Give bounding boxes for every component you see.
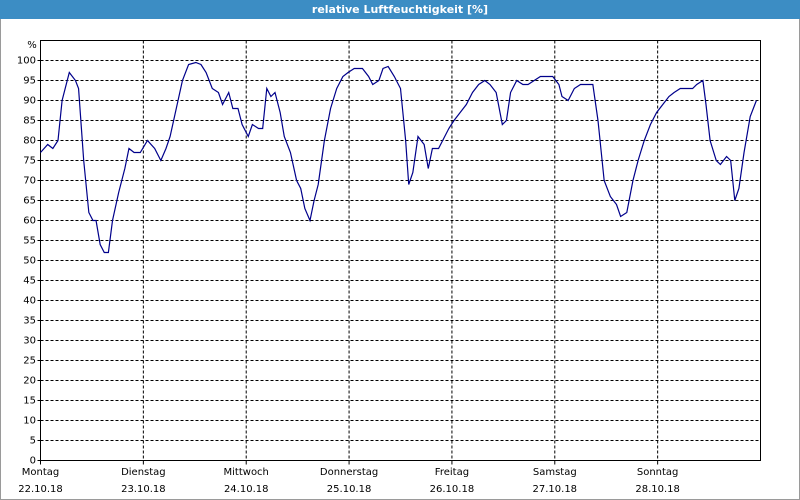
x-tick-label: Samstag <box>533 467 577 478</box>
x-tick-label: 26.10.18 <box>430 484 475 495</box>
y-tick-label: 65 <box>23 196 36 207</box>
y-tick-label: 5 <box>30 436 36 447</box>
x-tick-label: Donnerstag <box>320 467 378 478</box>
y-tick-label: 0 <box>30 456 36 467</box>
y-tick-label: 40 <box>23 296 36 307</box>
y-tick-label: 25 <box>23 356 36 367</box>
y-tick-label: 15 <box>23 396 36 407</box>
y-tick-label: 95 <box>23 76 36 87</box>
y-tick-label: 30 <box>23 336 36 347</box>
title-bar <box>0 0 800 19</box>
y-tick-label: 85 <box>23 116 36 127</box>
y-tick-label: 20 <box>23 376 36 387</box>
y-tick-label: 55 <box>23 236 36 247</box>
data-line <box>40 61 757 254</box>
y-tick-label: 90 <box>23 96 36 107</box>
y-unit-label: % <box>27 40 37 51</box>
y-tick-label: 10 <box>23 416 36 427</box>
x-tick-label: Montag <box>22 467 59 478</box>
y-tick-label: 60 <box>23 216 36 227</box>
y-tick-label: 100 <box>17 56 36 67</box>
x-tick-label: 24.10.18 <box>224 484 269 495</box>
x-tick-label: 22.10.18 <box>18 484 63 495</box>
y-tick-label: 50 <box>23 256 36 267</box>
plot-area <box>40 40 761 461</box>
x-tick-label: 25.10.18 <box>327 484 372 495</box>
x-tick-label: 27.10.18 <box>533 484 578 495</box>
x-tick-label: Freitag <box>435 467 469 478</box>
x-tick-label: 23.10.18 <box>121 484 166 495</box>
y-tick-label: 80 <box>23 136 36 147</box>
y-tick-label: 35 <box>23 316 36 327</box>
x-tick-label: Mittwoch <box>224 467 269 478</box>
x-tick-label: Dienstag <box>121 467 166 478</box>
x-tick-label: 28.10.18 <box>635 484 680 495</box>
x-tick-label: Sonntag <box>637 467 679 478</box>
y-tick-label: 75 <box>23 156 36 167</box>
y-tick-label: 70 <box>23 176 36 187</box>
chart-title: relative Luftfeuchtigkeit [%] <box>312 3 488 16</box>
y-tick-label: 45 <box>23 276 36 287</box>
